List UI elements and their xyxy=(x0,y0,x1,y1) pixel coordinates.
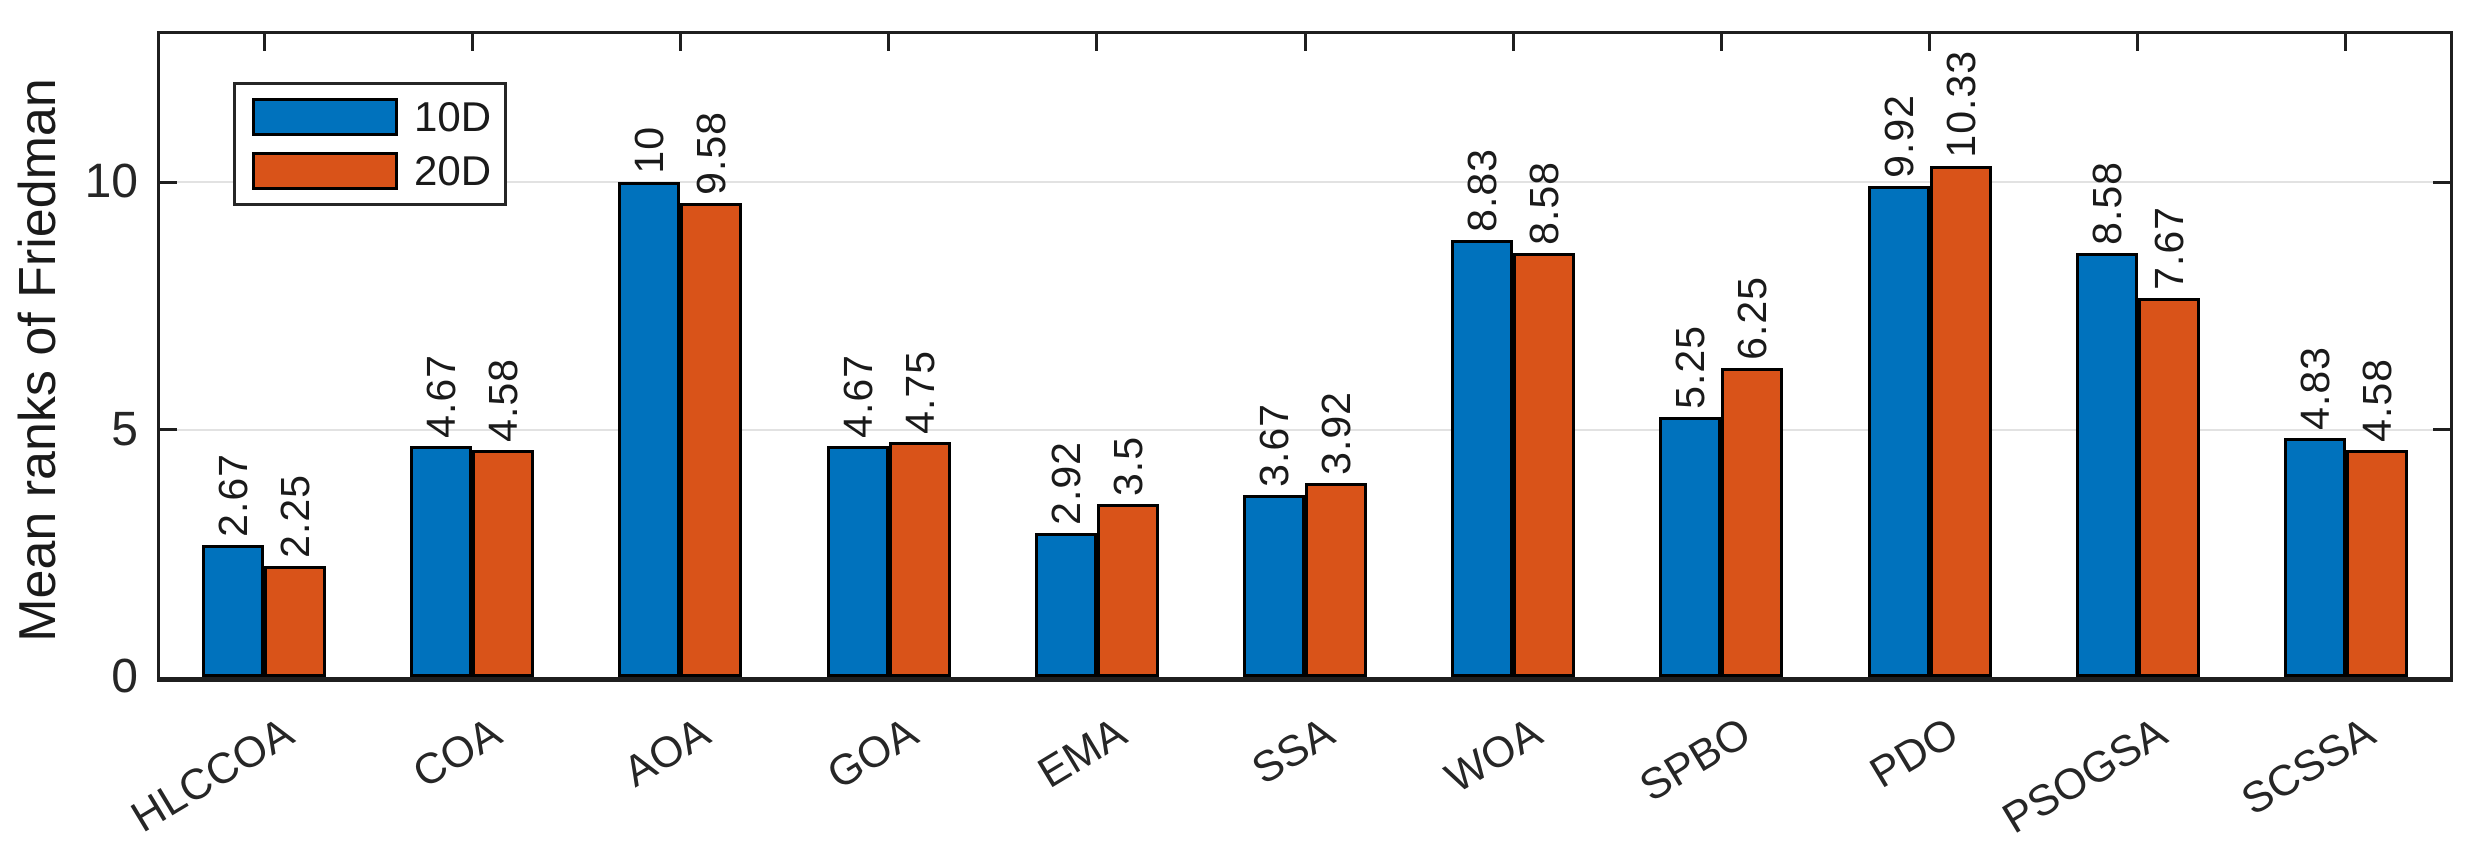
bar-COA-20D xyxy=(472,450,535,677)
bar-value-label-PDO-10D: 9.92 xyxy=(1875,94,1922,178)
x-tick-label-PSOGSA: PSOGSA xyxy=(1994,708,2176,844)
bar-value-label-EMA-10D: 2.92 xyxy=(1042,441,1089,525)
top-tick-mark-GOA xyxy=(887,34,891,51)
bar-value-label-COA-20D: 4.58 xyxy=(480,358,527,442)
top-tick-mark-WOA xyxy=(1511,34,1515,51)
x-tick-label-SPBO: SPBO xyxy=(1631,708,1759,812)
x-tick-label-WOA: WOA xyxy=(1437,708,1551,803)
bar-value-label-SSA-10D: 3.67 xyxy=(1251,403,1297,487)
bar-value-label-COA-10D: 4.67 xyxy=(418,354,465,438)
bar-value-label-WOA-20D: 8.58 xyxy=(1521,161,1568,245)
plot-area: 2.67 2.25 4.67 4.58 10 9.58 4.67 4.75 2.92 3.5 3.6… xyxy=(157,31,2453,682)
bar-value-label-SPBO-20D: 6.25 xyxy=(1729,276,1776,360)
legend-label-10D: 10D xyxy=(414,93,492,140)
bar-COA-10D xyxy=(410,446,473,677)
bar-SCSSA-20D xyxy=(2345,450,2408,677)
bar-GOA-20D xyxy=(888,442,951,677)
x-tick-label-SSA: SSA xyxy=(1243,708,1343,794)
bar-HLCCOA-20D xyxy=(264,566,327,677)
top-tick-mark-COA xyxy=(470,34,474,51)
legend-item-10D: 10D xyxy=(252,93,504,140)
bar-value-label-SSA-20D: 3.92 xyxy=(1313,391,1359,475)
top-tick-mark-PDO xyxy=(1928,34,1932,51)
bar-PDO-20D xyxy=(1929,166,1992,677)
x-tick-label-SCSSA: SCSSA xyxy=(2233,708,2384,825)
bar-GOA-10D xyxy=(826,446,889,677)
bar-PSOGSA-10D xyxy=(2075,253,2138,677)
bar-value-label-EMA-20D: 3.5 xyxy=(1104,436,1151,496)
legend: 10D 20D xyxy=(233,82,507,206)
gridline-y-10 xyxy=(160,181,2450,184)
right-tick-mark-y-10 xyxy=(2433,180,2450,184)
bar-value-label-GOA-20D: 4.75 xyxy=(896,350,943,434)
top-tick-mark-SSA xyxy=(1303,34,1307,51)
bar-SSA-20D xyxy=(1305,483,1367,677)
x-tick-label-COA: COA xyxy=(405,708,510,798)
bar-PSOGSA-20D xyxy=(2137,298,2200,677)
left-tick-mark-y-5 xyxy=(160,428,177,432)
bar-value-label-HLCCOA-10D: 2.67 xyxy=(210,453,257,537)
bar-SCSSA-10D xyxy=(2283,438,2346,677)
bar-WOA-10D xyxy=(1451,240,1514,677)
bar-AOA-20D xyxy=(680,203,743,677)
bar-SSA-10D xyxy=(1243,495,1305,677)
y-tick-label-5: 5 xyxy=(111,402,138,456)
top-tick-mark-PSOGSA xyxy=(2136,34,2140,51)
bar-value-label-AOA-10D: 10 xyxy=(626,126,673,174)
bar-value-label-PDO-20D: 10.33 xyxy=(1937,50,1984,158)
legend-item-20D: 20D xyxy=(252,147,504,194)
bar-HLCCOA-10D xyxy=(202,545,265,677)
bar-value-label-PSOGSA-20D: 7.67 xyxy=(2145,206,2192,290)
x-tick-label-AOA: AOA xyxy=(615,708,718,797)
bar-value-label-WOA-10D: 8.83 xyxy=(1459,148,1506,232)
y-axis-label: Mean ranks of Friedman xyxy=(9,78,67,642)
left-tick-mark-y-10 xyxy=(160,180,177,184)
bar-AOA-10D xyxy=(618,182,681,677)
bar-value-label-PSOGSA-10D: 8.58 xyxy=(2083,161,2130,245)
bar-WOA-20D xyxy=(1513,253,1576,677)
right-tick-mark-y-5 xyxy=(2433,428,2450,432)
bar-value-label-HLCCOA-20D: 2.25 xyxy=(272,474,319,558)
x-tick-label-HLCCOA: HLCCOA xyxy=(123,708,302,842)
legend-swatch-20D xyxy=(252,152,398,190)
gridline-y-5 xyxy=(160,428,2450,431)
top-tick-mark-AOA xyxy=(678,34,682,51)
x-tick-label-EMA: EMA xyxy=(1029,708,1135,798)
x-tick-label-GOA: GOA xyxy=(819,708,927,799)
bar-SPBO-10D xyxy=(1659,417,1722,677)
y-tick-label-0: 0 xyxy=(111,650,138,703)
top-tick-mark-EMA xyxy=(1095,34,1099,51)
top-tick-mark-HLCCOA xyxy=(262,34,266,51)
x-tick-label-PDO: PDO xyxy=(1862,708,1967,798)
bar-value-label-SCSSA-10D: 4.83 xyxy=(2291,346,2338,430)
bar-PDO-10D xyxy=(1867,186,1930,677)
bar-SPBO-20D xyxy=(1721,368,1784,677)
top-tick-mark-SCSSA xyxy=(2344,34,2348,51)
bar-value-label-SCSSA-20D: 4.58 xyxy=(2353,358,2400,442)
bar-value-label-SPBO-10D: 5.25 xyxy=(1667,325,1714,409)
legend-label-20D: 20D xyxy=(414,147,492,194)
top-tick-mark-SPBO xyxy=(1719,34,1723,51)
bar-value-label-AOA-20D: 9.58 xyxy=(688,111,735,195)
legend-swatch-10D xyxy=(252,98,398,136)
bar-EMA-10D xyxy=(1034,533,1097,677)
bar-value-label-GOA-10D: 4.67 xyxy=(834,354,881,438)
y-tick-label-10: 10 xyxy=(84,155,138,209)
bar-EMA-20D xyxy=(1096,504,1159,677)
